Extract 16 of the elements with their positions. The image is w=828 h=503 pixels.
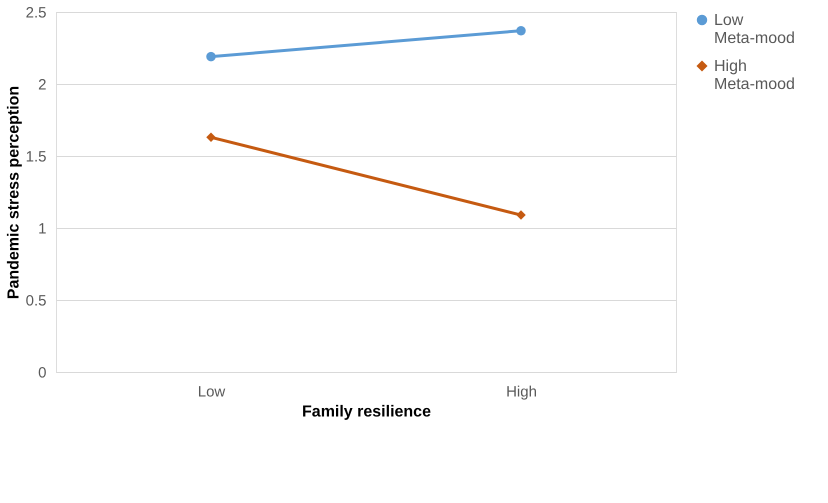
y-tick-label: 2.5 <box>26 4 46 22</box>
x-tick-label: Low <box>198 384 226 400</box>
point <box>206 52 216 62</box>
x-tick-label: High <box>506 384 537 400</box>
y-tick-label: 1 <box>38 220 46 238</box>
y-tick-label: 1.5 <box>26 148 46 166</box>
x-axis-title: Family resilience <box>302 404 432 420</box>
y-tick-label: 0.5 <box>26 292 46 310</box>
point <box>516 26 526 36</box>
legend-label: High Meta-mood <box>714 58 795 93</box>
point <box>206 132 216 142</box>
y-tick-label: 0 <box>38 364 46 382</box>
point <box>516 210 526 220</box>
legend-label: Low Meta-mood <box>714 12 795 47</box>
y-tick-label: 2 <box>38 76 46 94</box>
y-axis-title: Pandemic stress perception <box>6 86 23 300</box>
